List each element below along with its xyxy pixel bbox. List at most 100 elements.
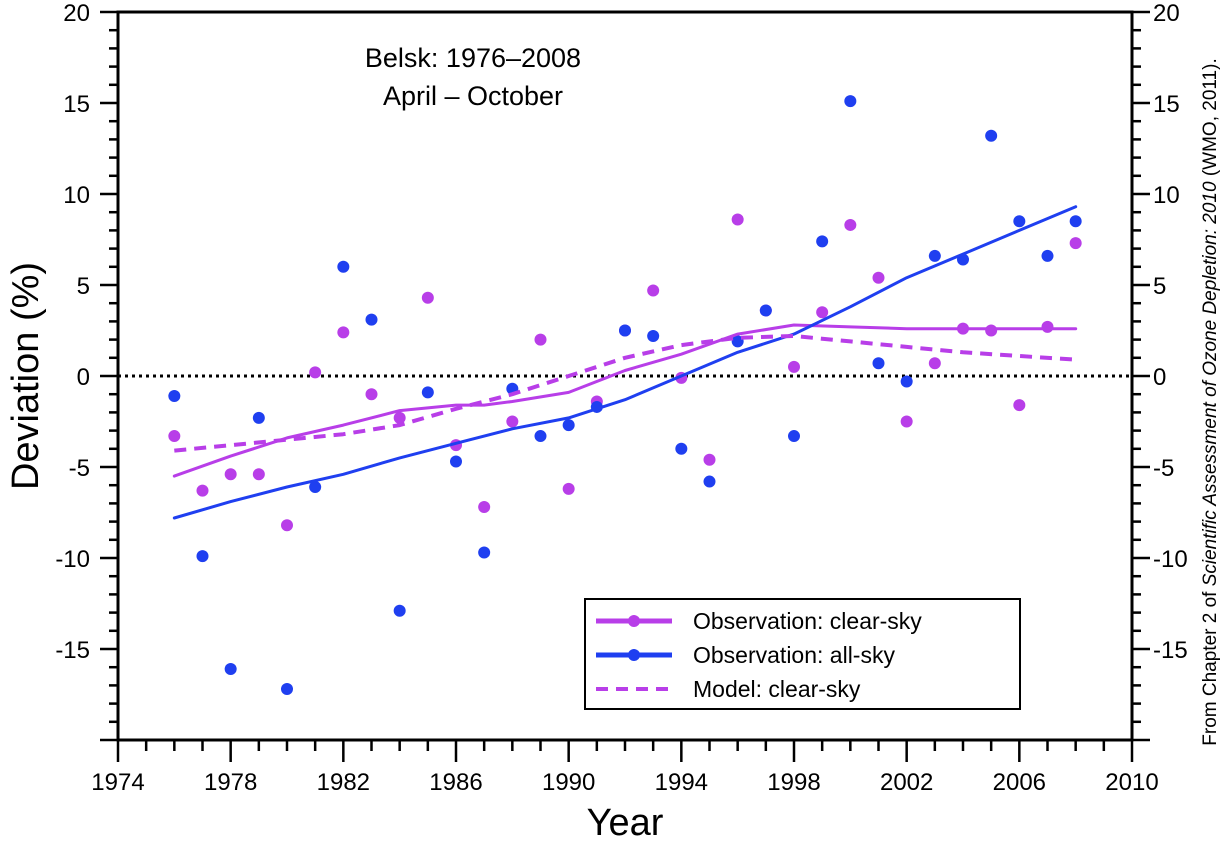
data-point-series-1-25 <box>872 357 885 370</box>
axis-layer: 1974 1978 1982 1986 1990 1994 1998 2002 2006 2010… <box>55 0 1187 796</box>
data-point-series-1-0 <box>168 390 181 403</box>
data-point-series-0-31 <box>1041 320 1054 333</box>
series-line-2 <box>172 323 1078 478</box>
data-point-series-1-24 <box>844 95 857 108</box>
data-point-series-0-23 <box>816 306 829 319</box>
data-point-series-0-14 <box>562 482 575 495</box>
data-point-series-1-31 <box>1041 249 1054 262</box>
legend: Observation: clear-sky Observation: all-s… <box>584 598 1021 710</box>
x-tick-label: 2006 <box>993 769 1046 796</box>
x-tick-label: 1978 <box>204 769 257 796</box>
data-point-series-0-13 <box>534 333 547 346</box>
data-point-series-0-1 <box>196 484 209 497</box>
data-point-series-0-19 <box>703 453 716 466</box>
data-point-series-0-2 <box>224 468 237 481</box>
data-point-series-0-7 <box>365 388 378 401</box>
data-point-series-0-3 <box>252 468 265 481</box>
x-tick-label: 1974 <box>91 769 144 796</box>
x-tick-label: 1990 <box>542 769 595 796</box>
legend-label-2: Model: clear-sky <box>693 676 861 702</box>
series-line-4 <box>174 334 1076 453</box>
data-point-series-1-3 <box>252 411 265 424</box>
data-point-series-0-30 <box>1013 399 1026 412</box>
data-point-series-1-26 <box>900 375 913 388</box>
data-point-series-1-20 <box>731 335 744 348</box>
data-point-series-0-29 <box>985 324 998 337</box>
legend-swatch-marker-0 <box>628 615 640 627</box>
y-tick-label-left: 5 <box>77 273 90 300</box>
legend-swatch-marker-1 <box>628 649 640 661</box>
source-credit: From Chapter 2 of Scientific Assessment … <box>1200 58 1221 745</box>
data-point-series-0-22 <box>788 360 800 373</box>
y-tick-label-left: 20 <box>63 0 90 27</box>
x-tick-label: 1986 <box>429 769 482 796</box>
y-tick-label-left: -15 <box>55 637 90 664</box>
data-point-series-1-19 <box>703 475 716 488</box>
x-tick-label: 1998 <box>767 769 820 796</box>
annotation-line-0: Belsk: 1976–2008 <box>365 43 581 73</box>
data-point-series-1-10 <box>450 455 462 468</box>
data-point-series-0-11 <box>478 501 491 514</box>
data-point-series-0-17 <box>647 284 660 297</box>
credit-part-1: Scientific Assessment of Ozone Depletion… <box>1200 181 1221 586</box>
data-point-series-1-11 <box>478 546 491 559</box>
y-tick-label-left: -10 <box>55 546 90 573</box>
data-point-series-0-6 <box>337 326 350 339</box>
data-point-series-0-27 <box>928 357 941 370</box>
data-point-series-1-13 <box>534 430 547 443</box>
data-point-series-1-17 <box>647 329 660 342</box>
x-tick-label: 1982 <box>317 769 370 796</box>
x-tick-label: 2010 <box>1105 769 1158 796</box>
data-point-series-0-8 <box>393 411 406 424</box>
y-axis-title: Deviation (%) <box>5 262 47 490</box>
y-tick-label-right: 15 <box>1153 91 1180 118</box>
credit-part-2: (WMO, 2011). <box>1200 58 1221 181</box>
annotation-line-1: April – October <box>383 81 563 111</box>
y-tick-label-right: 5 <box>1153 273 1166 300</box>
text-layer: Year Deviation (%) Belsk: 1976–2008 April –… <box>5 43 1221 844</box>
data-point-series-1-21 <box>759 304 772 317</box>
y-tick-label-right: -5 <box>1153 455 1174 482</box>
data-point-series-1-5 <box>309 481 322 494</box>
data-point-series-0-9 <box>421 291 434 304</box>
data-point-series-0-20 <box>731 213 744 226</box>
y-tick-label-left: 10 <box>63 182 90 209</box>
data-point-series-1-14 <box>562 419 575 432</box>
data-point-series-0-26 <box>900 415 913 428</box>
x-tick-label: 2002 <box>880 769 933 796</box>
data-point-series-1-32 <box>1069 215 1082 228</box>
x-tick-label: 1994 <box>655 769 708 796</box>
data-point-series-1-30 <box>1013 215 1026 228</box>
legend-label-0: Observation: clear-sky <box>693 608 922 634</box>
data-point-series-1-8 <box>393 604 406 617</box>
data-point-series-1-29 <box>985 129 998 142</box>
data-point-series-1-22 <box>788 430 800 443</box>
series-line-3 <box>172 205 1078 520</box>
data-point-series-0-24 <box>844 218 857 231</box>
series-layer <box>168 95 1082 696</box>
data-point-series-0-0 <box>168 430 181 443</box>
data-point-series-1-18 <box>675 442 688 455</box>
data-point-series-1-4 <box>281 683 293 696</box>
y-tick-label-right: -10 <box>1153 546 1188 573</box>
credit-part-0: From Chapter 2 of <box>1200 586 1221 745</box>
x-axis-title: Year <box>587 802 664 844</box>
data-point-series-0-5 <box>309 366 322 379</box>
data-point-series-1-27 <box>928 249 941 262</box>
y-tick-label-right: 20 <box>1153 0 1180 27</box>
y-tick-label-left: 15 <box>63 91 90 118</box>
data-point-series-1-2 <box>224 663 237 676</box>
data-point-series-1-16 <box>619 324 631 337</box>
data-point-series-0-32 <box>1069 237 1082 250</box>
y-tick-label-right: 10 <box>1153 182 1180 209</box>
data-point-series-0-25 <box>872 271 885 284</box>
data-point-series-1-7 <box>365 313 378 326</box>
data-point-series-1-1 <box>196 550 209 563</box>
data-point-series-1-23 <box>816 235 829 248</box>
y-tick-label-right: -15 <box>1153 637 1188 664</box>
data-point-series-0-12 <box>506 415 519 428</box>
data-point-series-0-4 <box>281 519 293 532</box>
y-tick-label-left: 0 <box>77 364 90 391</box>
data-point-series-1-6 <box>337 260 350 273</box>
